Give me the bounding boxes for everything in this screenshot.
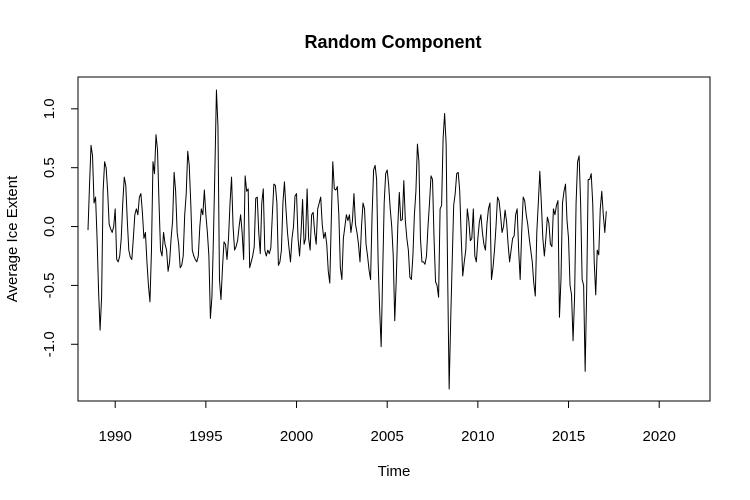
x-tick-label: 2015 (552, 428, 585, 445)
y-tick-label: -0.5 (41, 272, 58, 298)
plot-frame (77, 76, 711, 402)
y-tick-label: 1.0 (41, 98, 58, 119)
x-tick-label: 2005 (371, 428, 404, 445)
x-tick-label: 1995 (189, 428, 222, 445)
x-tick-label: 1990 (99, 428, 132, 445)
chart-title: Random Component (305, 32, 482, 52)
x-tick-label: 2010 (461, 428, 494, 445)
series-line-random-component (87, 89, 607, 390)
y-tick-label: -1.0 (41, 331, 58, 357)
x-axis: 1990 1995 2000 2005 2010 2015 2020 (99, 401, 676, 445)
x-tick-label: 2020 (643, 428, 676, 445)
y-tick-label: 0.0 (41, 216, 58, 237)
x-axis-label: Time (378, 463, 411, 480)
y-axis-label: Average Ice Extent (4, 175, 21, 302)
y-axis: -1.0 -0.5 0.0 0.5 1.0 (41, 98, 78, 357)
x-tick-label: 2000 (280, 428, 313, 445)
y-tick-label: 0.5 (41, 157, 58, 178)
